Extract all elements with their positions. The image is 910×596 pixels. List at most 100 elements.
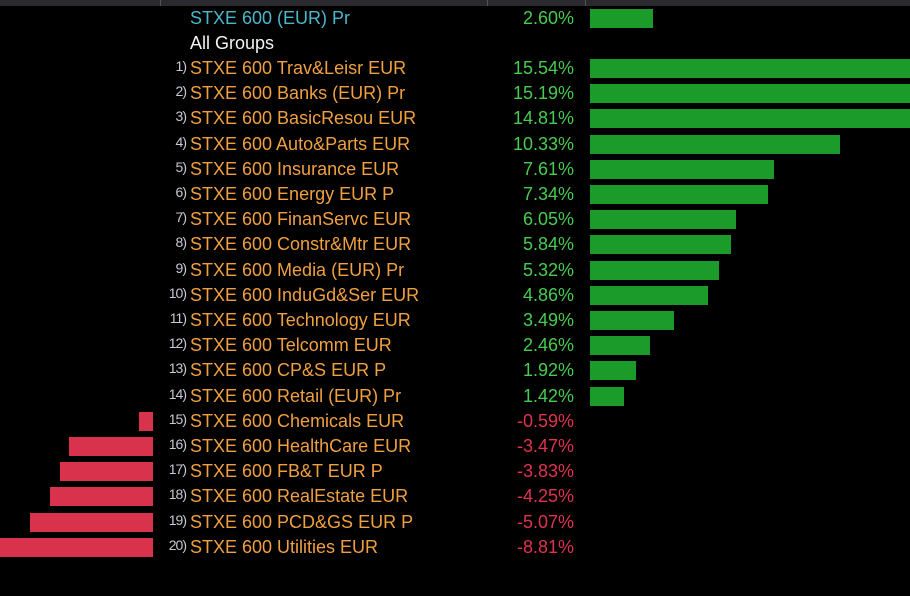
- row-index[interactable]: 13): [168, 360, 187, 377]
- sector-return-value: 4.86%: [522, 284, 574, 305]
- sector-row[interactable]: 20) STXE 600 Utilities EUR -8.81%: [0, 535, 910, 560]
- sector-row[interactable]: 14) STXE 600 Retail (EUR) Pr 1.42%: [0, 384, 910, 409]
- row-index[interactable]: 12): [168, 335, 187, 352]
- sector-name[interactable]: STXE 600 Trav&Leisr EUR: [190, 58, 407, 78]
- sector-row[interactable]: 8) STXE 600 Constr&Mtr EUR 5.84%: [0, 232, 910, 257]
- sector-return-value: 5.32%: [522, 259, 574, 280]
- row-index[interactable]: 1): [175, 58, 187, 74]
- sector-name[interactable]: STXE 600 Auto&Parts EUR: [190, 133, 411, 154]
- sector-row[interactable]: 17) STXE 600 FB&T EUR P -3.83%: [0, 459, 910, 484]
- sector-row[interactable]: 18) STXE 600 RealEstate EUR -4.25%: [0, 484, 910, 509]
- column-header-bar: [0, 0, 910, 6]
- row-index[interactable]: 15): [168, 410, 187, 427]
- row-index[interactable]: 4): [175, 133, 187, 150]
- sector-return-value: -4.25%: [516, 486, 574, 507]
- sector-row[interactable]: 2) STXE 600 Banks (EUR) Pr 15.19%: [0, 81, 910, 106]
- sector-return-bar: [60, 462, 153, 482]
- sector-row[interactable]: 9) STXE 600 Media (EUR) Pr 5.32%: [0, 258, 910, 283]
- column-divider[interactable]: [585, 0, 586, 6]
- sector-name[interactable]: STXE 600 Technology EUR: [190, 310, 411, 330]
- sector-return-value: -8.81%: [516, 536, 574, 557]
- sector-row[interactable]: 3) STXE 600 BasicResou EUR 14.81%: [0, 106, 910, 131]
- sector-return-bar: [138, 411, 153, 431]
- sector-return-value: 10.33%: [512, 133, 574, 154]
- sector-return-bar: [590, 311, 675, 330]
- sector-row[interactable]: 10) STXE 600 InduGd&Ser EUR 4.86%: [0, 283, 910, 308]
- sector-name[interactable]: STXE 600 Utilities EUR: [190, 536, 379, 557]
- row-index[interactable]: 18): [168, 486, 187, 503]
- sector-name[interactable]: STXE 600 InduGd&Ser EUR: [190, 284, 420, 305]
- row-index[interactable]: 10): [168, 284, 187, 301]
- sector-return-value: 15.19%: [512, 83, 574, 104]
- sector-name[interactable]: STXE 600 Retail (EUR) Pr: [190, 385, 402, 406]
- sector-row[interactable]: 1) STXE 600 Trav&Leisr EUR 15.54%: [0, 56, 910, 81]
- row-index[interactable]: 7): [175, 209, 187, 226]
- sector-name[interactable]: STXE 600 RealEstate EUR: [190, 486, 409, 507]
- sector-name[interactable]: STXE 600 Constr&Mtr EUR: [190, 234, 412, 255]
- row-index[interactable]: 3): [175, 108, 187, 125]
- sector-row[interactable]: 12) STXE 600 Telcomm EUR 2.46%: [0, 333, 910, 358]
- sector-return-bar: [590, 84, 910, 104]
- sector-return-bar: [590, 285, 708, 305]
- row-index[interactable]: 11): [169, 310, 187, 326]
- row-index[interactable]: 14): [168, 385, 187, 402]
- row-index[interactable]: 5): [175, 158, 187, 175]
- row-index[interactable]: 19): [168, 511, 187, 528]
- column-divider[interactable]: [160, 0, 161, 6]
- sector-return-bar: [590, 159, 775, 179]
- sector-return-value: 2.46%: [522, 335, 574, 356]
- row-index[interactable]: 2): [175, 83, 187, 100]
- sector-return-value: 5.84%: [522, 234, 574, 255]
- benchmark-bar: [590, 9, 653, 28]
- sector-return-value: 3.49%: [522, 310, 574, 330]
- sector-row[interactable]: 13) STXE 600 CP&S EUR P 1.92%: [0, 358, 910, 383]
- sector-return-value: -5.07%: [516, 511, 574, 532]
- sector-return-bar: [590, 210, 737, 230]
- sector-name[interactable]: STXE 600 BasicResou EUR: [190, 108, 417, 129]
- sector-row[interactable]: 7) STXE 600 FinanServc EUR 6.05%: [0, 207, 910, 232]
- sector-name[interactable]: STXE 600 CP&S EUR P: [190, 360, 387, 381]
- sector-return-bar: [590, 185, 768, 204]
- benchmark-name[interactable]: STXE 600 (EUR) Pr: [190, 8, 351, 28]
- sector-name[interactable]: STXE 600 PCD&GS EUR P: [190, 511, 414, 532]
- sector-name[interactable]: STXE 600 Media (EUR) Pr: [190, 259, 405, 280]
- sector-name[interactable]: STXE 600 Banks (EUR) Pr: [190, 83, 406, 104]
- sector-return-value: -0.59%: [516, 410, 574, 431]
- row-index[interactable]: 17): [168, 461, 187, 478]
- sector-return-value: -3.83%: [516, 461, 574, 482]
- sector-return-bar: [590, 336, 650, 356]
- sector-row[interactable]: 16) STXE 600 HealthCare EUR -3.47%: [0, 434, 910, 459]
- sector-return-bar: [69, 437, 153, 456]
- row-index[interactable]: 16): [168, 436, 187, 452]
- sector-row[interactable]: 19) STXE 600 PCD&GS EUR P -5.07%: [0, 510, 910, 535]
- sector-row[interactable]: 11) STXE 600 Technology EUR 3.49%: [0, 308, 910, 333]
- sector-return-bar: [590, 235, 732, 255]
- sector-return-bar: [50, 487, 153, 507]
- column-divider[interactable]: [487, 0, 488, 6]
- sector-row[interactable]: 6) STXE 600 Energy EUR P 7.34%: [0, 182, 910, 207]
- sector-return-bar: [590, 109, 910, 129]
- sector-row[interactable]: 4) STXE 600 Auto&Parts EUR 10.33%: [0, 132, 910, 157]
- sector-return-bar: [590, 386, 625, 406]
- sector-name[interactable]: STXE 600 Insurance EUR: [190, 158, 400, 179]
- row-index[interactable]: 6): [175, 184, 187, 200]
- sector-return-value: 7.61%: [522, 158, 574, 179]
- row-index[interactable]: 20): [168, 536, 187, 553]
- row-index[interactable]: 9): [175, 259, 187, 276]
- sector-row[interactable]: 5) STXE 600 Insurance EUR 7.61%: [0, 157, 910, 182]
- benchmark-row[interactable]: STXE 600 (EUR) Pr 2.60%: [0, 6, 910, 31]
- sector-name[interactable]: STXE 600 FB&T EUR P: [190, 461, 383, 482]
- sector-row[interactable]: 15) STXE 600 Chemicals EUR -0.59%: [0, 409, 910, 434]
- sector-name[interactable]: STXE 600 Energy EUR P: [190, 184, 395, 204]
- sector-return-bar: [0, 537, 153, 557]
- sector-return-bar: [30, 512, 153, 532]
- sector-return-bar: [590, 134, 840, 154]
- sector-name[interactable]: STXE 600 FinanServc EUR: [190, 209, 412, 230]
- sector-name[interactable]: STXE 600 Chemicals EUR: [190, 410, 405, 431]
- row-index[interactable]: 8): [175, 234, 187, 251]
- sector-return-value: -3.47%: [516, 436, 574, 456]
- sector-return-value: 6.05%: [522, 209, 574, 230]
- sector-name[interactable]: STXE 600 Telcomm EUR: [190, 335, 392, 356]
- sector-name[interactable]: STXE 600 HealthCare EUR: [190, 436, 412, 456]
- benchmark-value: 2.60%: [522, 8, 574, 28]
